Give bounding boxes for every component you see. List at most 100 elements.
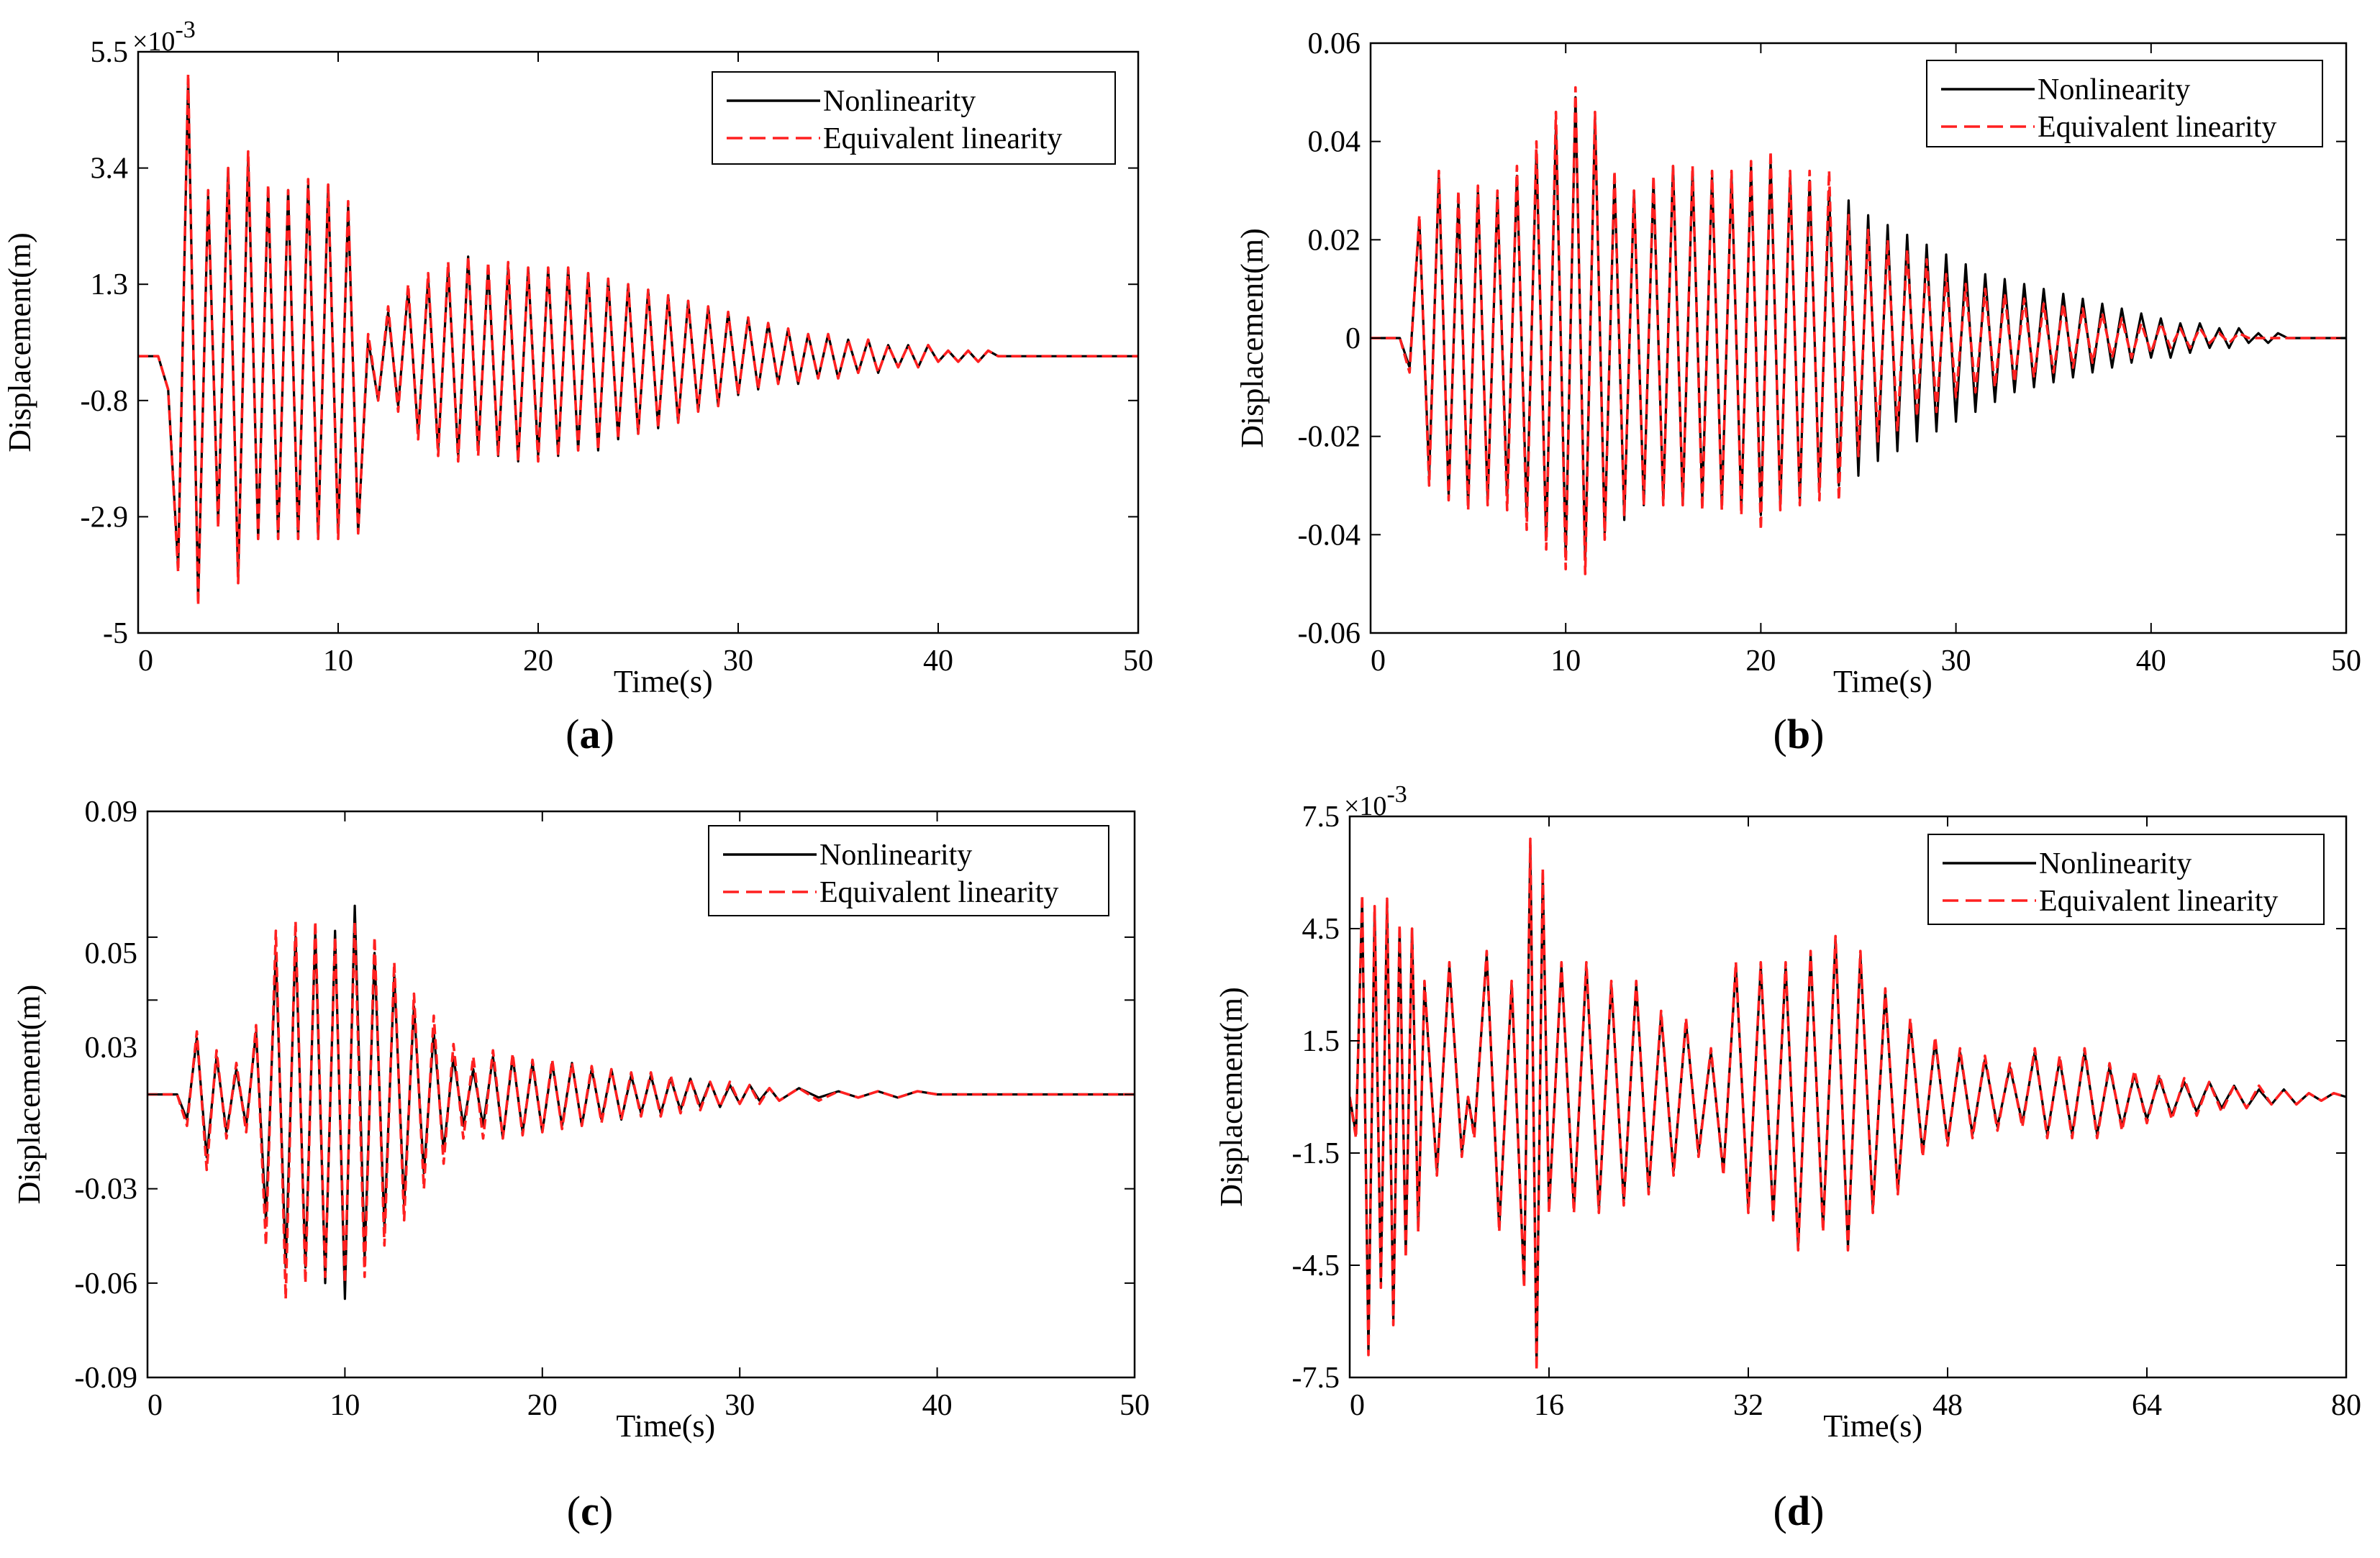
panel-caption: (d) (1773, 1488, 1825, 1534)
x-tick-label: 40 (2136, 644, 2166, 678)
y-tick-label: 5.5 (91, 36, 129, 69)
legend-box (712, 71, 1116, 165)
legend-label-equivalent-linearity: Equivalent linearity (2038, 111, 2276, 144)
y-tick-label: 7.5 (1302, 801, 1340, 834)
y-tick-label: 0.03 (85, 1031, 138, 1065)
y-tick-label: 0.05 (85, 937, 138, 970)
legend-label-nonlinearity: Nonlinearity (2038, 73, 2190, 106)
series-line-equivalent-linearity (1371, 86, 2346, 575)
x-tick-label: 10 (330, 1389, 360, 1422)
caption-open: ( (566, 711, 579, 757)
y-tick-label: 0.09 (85, 796, 138, 829)
y-tick-label: -5 (103, 617, 128, 650)
x-tick-label: 10 (1550, 644, 1581, 678)
y-axis-label: Displacement(m) (1214, 987, 1249, 1206)
x-tick-label: 50 (2331, 644, 2361, 678)
series-line-equivalent-linearity (147, 920, 1135, 1300)
y-tick-label: -0.04 (1298, 519, 1361, 552)
legend-label-equivalent-linearity: Equivalent linearity (819, 876, 1058, 909)
caption-letter: d (1787, 1488, 1810, 1534)
y-tick-label: 3.4 (91, 152, 129, 186)
series-line-equivalent-linearity (1350, 837, 2346, 1372)
caption-letter: b (1787, 711, 1810, 757)
x-tick-label: 30 (723, 644, 753, 678)
caption-close: ) (599, 1488, 613, 1534)
y-tick-label: -0.8 (81, 385, 129, 418)
x-axis-label: Time(s) (1823, 1408, 1922, 1444)
caption-open: ( (1773, 1488, 1787, 1534)
legend-label-nonlinearity: Nonlinearity (823, 85, 976, 118)
x-tick-label: 0 (1371, 644, 1386, 678)
caption-open: ( (1773, 711, 1787, 757)
y-tick-label: 0.06 (1308, 27, 1361, 60)
x-tick-label: 50 (1123, 644, 1153, 678)
legend-label-nonlinearity: Nonlinearity (819, 839, 972, 872)
y-tick-label: 1.3 (91, 268, 129, 301)
axes-frame (1348, 815, 2348, 1379)
axes-frame (137, 50, 1140, 634)
panel-a: 0 10 20 30 40 50 -5 -2.9 -0.8 1.3 3.4 5.5 ×10-3 Time(… (2, 17, 1153, 757)
caption-close: ) (601, 711, 614, 757)
panel-d: 0 16 32 48 64 80 -7.5 -4.5 -1.5 1.5 4.5 7.5 ×10-3 Tim… (1214, 781, 2361, 1534)
y-tick-label: -7.5 (1292, 1362, 1340, 1395)
caption-open: ( (567, 1488, 581, 1534)
legend-label-equivalent-linearity: Equivalent linearity (2039, 885, 2278, 918)
panel-c: 0 10 20 30 40 50 -0.09 -0.06 -0.03 0.03 0.05 0.09 Ti… (12, 796, 1150, 1534)
legend-box (1927, 834, 2325, 925)
y-exponent-label: ×10-3 (1344, 781, 1407, 821)
y-tick-label: -0.09 (75, 1362, 138, 1395)
x-tick-label: 30 (1941, 644, 1971, 678)
y-tick-label: -0.03 (75, 1173, 138, 1206)
x-tick-label: 30 (725, 1389, 755, 1422)
panel-caption: (b) (1773, 711, 1825, 757)
x-axis-label: Time(s) (1833, 664, 1932, 699)
y-tick-label: 0.02 (1308, 224, 1361, 257)
y-axis-label: Displacement(m) (2, 232, 37, 452)
y-axis-label: Displacement(m) (1235, 228, 1270, 447)
panel-b: 0 10 20 30 40 50 -0.06 -0.04 -0.02 0 0.02 0.04 0.06 T… (1235, 27, 2361, 757)
y-tick-label: -0.06 (75, 1267, 138, 1300)
y-tick-label: -4.5 (1292, 1249, 1340, 1283)
y-tick-label: 0.04 (1308, 126, 1361, 159)
y-axis-label: Displacement(m) (12, 985, 47, 1204)
x-axis-label: Time(s) (616, 1408, 715, 1444)
caption-letter: c (581, 1488, 599, 1534)
legend-box (708, 825, 1109, 916)
caption-close: ) (1810, 1488, 1824, 1534)
y-tick-label: -0.02 (1298, 421, 1361, 454)
x-tick-label: 16 (1534, 1389, 1564, 1422)
x-tick-label: 40 (923, 644, 953, 678)
x-tick-label: 32 (1733, 1389, 1763, 1422)
y-tick-label: 4.5 (1302, 913, 1340, 946)
series-line-equivalent-linearity (138, 73, 1138, 607)
legend-label-equivalent-linearity: Equivalent linearity (823, 122, 1062, 155)
y-tick-label: -2.9 (81, 501, 129, 534)
y-tick-label: -0.06 (1298, 617, 1361, 650)
y-tick-label: 0 (1345, 322, 1361, 355)
x-tick-label: 10 (323, 644, 353, 678)
panel-caption: (c) (567, 1488, 613, 1534)
x-tick-label: 0 (147, 1389, 163, 1422)
legend-box (1926, 60, 2323, 147)
y-exponent-label: ×10-3 (132, 17, 196, 57)
x-axis-label: Time(s) (614, 664, 713, 699)
y-tick-label: -1.5 (1292, 1137, 1340, 1170)
x-tick-label: 0 (138, 644, 153, 678)
x-tick-label: 20 (527, 1389, 558, 1422)
y-exponent-power: -3 (1386, 781, 1407, 808)
x-tick-label: 80 (2331, 1389, 2361, 1422)
x-tick-label: 20 (1745, 644, 1776, 678)
x-tick-label: 50 (1119, 1389, 1150, 1422)
caption-letter: a (580, 711, 601, 757)
panel-caption: (a) (566, 711, 614, 757)
legend-label-nonlinearity: Nonlinearity (2039, 847, 2191, 880)
x-tick-label: 40 (922, 1389, 953, 1422)
x-tick-label: 64 (2132, 1389, 2162, 1422)
y-tick-label: 1.5 (1302, 1025, 1340, 1058)
y-exponent-power: -3 (175, 17, 195, 43)
caption-close: ) (1810, 711, 1824, 757)
x-tick-label: 0 (1350, 1389, 1365, 1422)
x-tick-label: 48 (1932, 1389, 1963, 1422)
x-tick-label: 20 (523, 644, 553, 678)
